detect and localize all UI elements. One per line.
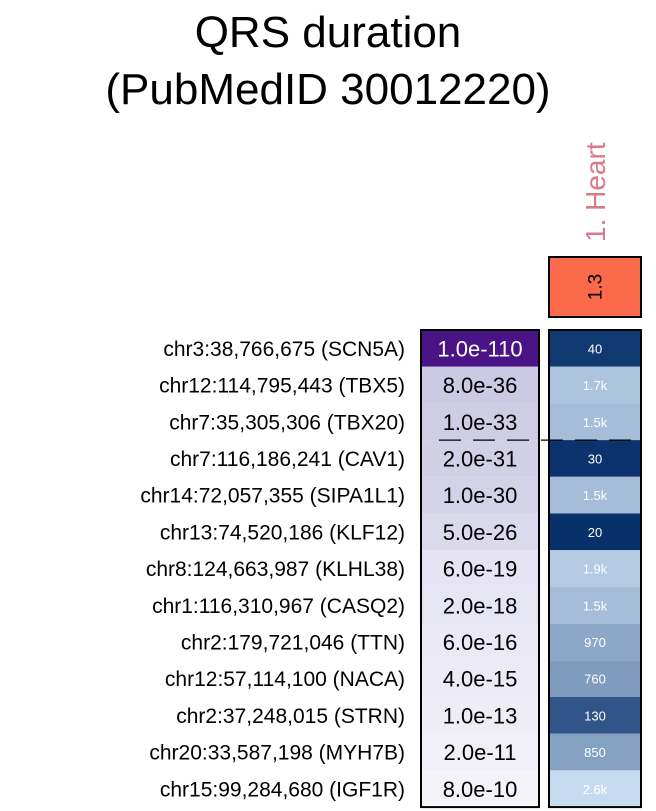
pvalue-label: 6.0e-16	[443, 630, 518, 655]
rank-cell	[549, 440, 641, 477]
rank-label: 1.5k	[583, 598, 608, 613]
pvalue-cell	[421, 697, 539, 734]
row-label: chr12:57,114,100 (NACA)	[165, 668, 405, 691]
row-label: chr2:179,721,046 (TTN)	[181, 631, 405, 654]
chart-title-line-1: QRS duration	[194, 8, 462, 57]
tissue-header: 1.3 1. Heart	[548, 142, 642, 318]
heatmap-frames	[420, 329, 642, 809]
rank-label: 130	[584, 708, 606, 723]
pvalue-label: 4.0e-15	[443, 667, 518, 692]
rank-label: 20	[588, 525, 602, 540]
heatmap-row: chr13:74,520,186 (KLF12) 5.0e-26 20	[160, 513, 641, 551]
rank-label: 760	[584, 672, 606, 687]
pvalue-cell	[421, 330, 539, 367]
pvalue-label: 1.0e-33	[443, 410, 518, 435]
pvalue-cell	[421, 513, 539, 551]
pvalue-cell	[421, 733, 539, 771]
heatmap-row: chr20:33,587,198 (MYH7B) 2.0e-11 850	[149, 733, 641, 771]
rank-cell	[549, 586, 641, 624]
heatmap-rows: chr3:38,766,675 (SCN5A) 1.0e-110 40 chr12:1…	[140, 330, 641, 808]
pvalue-label: 1.0e-13	[443, 703, 518, 728]
pvalue-column-frame	[420, 329, 540, 809]
rank-cell	[549, 623, 641, 661]
pvalue-label: 6.0e-19	[443, 557, 518, 582]
rank-label: 970	[584, 635, 606, 650]
tissue-score-cell	[548, 256, 642, 318]
heatmap-row: chr12:114,795,443 (TBX5) 8.0e-36 1.7k	[159, 366, 641, 404]
pvalue-label: 1.0e-30	[443, 483, 518, 508]
pvalue-label: 2.0e-18	[443, 593, 518, 618]
row-label: chr13:74,520,186 (KLF12)	[160, 521, 405, 544]
pvalue-cell	[421, 476, 539, 514]
row-label: chr20:33,587,198 (MYH7B)	[149, 742, 405, 765]
row-label: chr8:124,663,987 (KLHL38)	[146, 558, 405, 581]
heatmap-row: chr3:38,766,675 (SCN5A) 1.0e-110 40	[163, 330, 641, 367]
rank-cell	[549, 513, 641, 551]
heatmap-row: chr2:179,721,046 (TTN) 6.0e-16 970	[181, 623, 641, 661]
rank-label: 2.6k	[583, 782, 608, 797]
heatmap-row: chr1:116,310,967 (CASQ2) 2.0e-18 1.5k	[152, 586, 641, 624]
pvalue-label: 8.0e-36	[443, 373, 518, 398]
rank-label: 1.7k	[583, 378, 608, 393]
rank-label: 1.9k	[583, 562, 608, 577]
rank-cell	[549, 697, 641, 734]
pvalue-label: 2.0e-11	[444, 740, 517, 765]
row-label: chr7:116,186,241 (CAV1)	[170, 448, 405, 471]
rank-label: 30	[588, 451, 602, 466]
row-label: chr14:72,057,355 (SIPA1L1)	[140, 485, 405, 508]
pvalue-cell	[421, 586, 539, 624]
pvalue-label: 5.0e-26	[443, 520, 518, 545]
heatmap-row: chr15:99,284,680 (IGF1R) 8.0e-10 2.6k	[160, 770, 641, 808]
rank-cell	[549, 403, 641, 441]
row-label: chr12:114,795,443 (TBX5)	[159, 375, 405, 398]
pvalue-cell	[421, 403, 539, 441]
row-label: chr15:99,284,680 (IGF1R)	[160, 778, 405, 801]
heatmap-row: chr14:72,057,355 (SIPA1L1) 1.0e-30 1.5k	[140, 476, 641, 514]
rank-column-frame	[548, 329, 642, 809]
pvalue-label: 1.0e-110	[437, 336, 522, 361]
rank-cell	[549, 660, 641, 697]
tissue-name-label: 1. Heart	[580, 142, 611, 242]
pvalue-cell	[421, 623, 539, 661]
pvalue-cell	[421, 770, 539, 808]
tissue-score-label: 1.3	[586, 274, 607, 300]
heatmap-row: chr7:116,186,241 (CAV1) 2.0e-31 30	[170, 440, 641, 477]
pvalue-cell	[421, 440, 539, 477]
rank-cell	[549, 330, 641, 367]
heatmap-row: chr8:124,663,987 (KLHL38) 6.0e-19 1.9k	[146, 550, 641, 587]
pvalue-cell	[421, 660, 539, 697]
heatmap-row: chr2:37,248,015 (STRN) 1.0e-13 130	[176, 697, 641, 734]
rank-label: 40	[588, 341, 602, 356]
pvalue-cell	[421, 366, 539, 404]
rank-cell	[549, 550, 641, 587]
rank-label: 1.5k	[583, 488, 608, 503]
rank-cell	[549, 733, 641, 771]
chart-title-line-2: (PubMedID 30012220)	[105, 65, 551, 114]
row-label: chr1:116,310,967 (CASQ2)	[152, 595, 405, 618]
chart-title: QRS duration (PubMedID 30012220)	[0, 4, 656, 118]
rank-cell	[549, 476, 641, 514]
heatmap-row: chr7:35,305,306 (TBX20) 1.0e-33 1.5k	[169, 403, 641, 441]
rank-label: 1.5k	[583, 415, 608, 430]
pvalue-cell	[421, 550, 539, 587]
rank-cell	[549, 366, 641, 404]
rank-cell	[549, 770, 641, 808]
row-label: chr7:35,305,306 (TBX20)	[169, 411, 405, 434]
row-label: chr2:37,248,015 (STRN)	[176, 705, 405, 728]
row-label: chr3:38,766,675 (SCN5A)	[163, 338, 405, 361]
pvalue-label: 8.0e-10	[443, 777, 518, 802]
rank-label: 850	[584, 745, 606, 760]
pvalue-label: 2.0e-31	[443, 446, 518, 471]
heatmap-row: chr12:57,114,100 (NACA) 4.0e-15 760	[165, 660, 641, 697]
